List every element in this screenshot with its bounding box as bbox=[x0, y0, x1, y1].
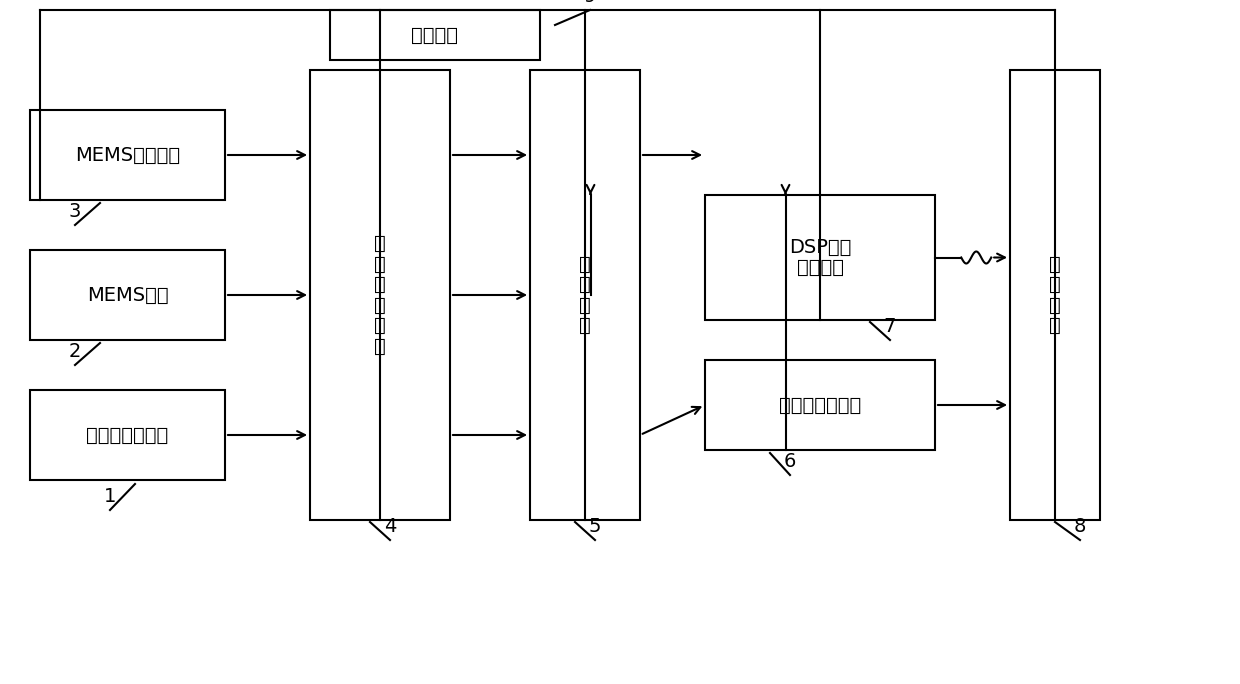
Text: 7: 7 bbox=[884, 317, 897, 336]
Bar bbox=[330, 10, 539, 60]
Text: 5: 5 bbox=[589, 517, 601, 536]
Text: DSP姿态
解算模块: DSP姿态 解算模块 bbox=[789, 238, 851, 277]
Text: 2: 2 bbox=[68, 342, 81, 361]
Text: 8: 8 bbox=[1074, 517, 1086, 536]
Text: 4: 4 bbox=[384, 517, 397, 536]
Bar bbox=[1011, 70, 1100, 520]
Text: MEMS陀螺: MEMS陀螺 bbox=[87, 285, 169, 304]
Text: 9: 9 bbox=[584, 0, 596, 6]
Bar bbox=[706, 195, 935, 320]
Text: 3: 3 bbox=[68, 202, 81, 221]
Text: 采
集
模
块: 采 集 模 块 bbox=[579, 254, 591, 335]
Bar bbox=[30, 110, 224, 200]
Text: 信
号
调
理
模
块: 信 号 调 理 模 块 bbox=[374, 234, 386, 356]
Bar bbox=[529, 70, 640, 520]
Text: MEMS加速度计: MEMS加速度计 bbox=[74, 146, 180, 164]
Text: 输
出
模
块: 输 出 模 块 bbox=[1049, 254, 1061, 335]
Text: 单片机解算模块: 单片机解算模块 bbox=[779, 395, 861, 415]
Text: 6: 6 bbox=[784, 452, 796, 471]
Bar bbox=[30, 390, 224, 480]
Text: 滚转角测量单元: 滚转角测量单元 bbox=[87, 425, 169, 445]
Text: 1: 1 bbox=[104, 487, 117, 506]
Bar bbox=[706, 360, 935, 450]
Bar bbox=[30, 250, 224, 340]
Bar bbox=[310, 70, 450, 520]
Text: 供电模块: 供电模块 bbox=[412, 25, 459, 44]
